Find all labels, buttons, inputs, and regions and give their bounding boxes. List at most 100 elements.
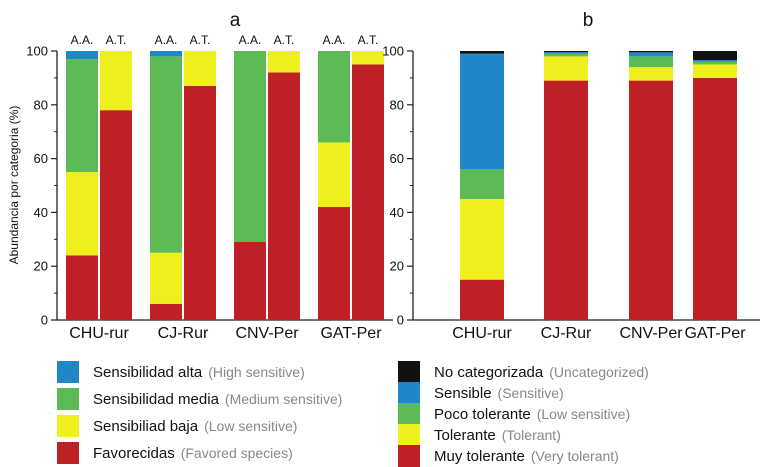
chart-b-bar-cnv-per-uncategorized xyxy=(629,51,673,53)
chart-a-category-label: CJ-Rur xyxy=(158,325,209,340)
chart-b-bar-cj-rur-favored xyxy=(544,80,588,320)
chart-a-subcategory-label: A.T. xyxy=(358,33,379,47)
chart-a-subcategory-label: A.T. xyxy=(190,33,211,47)
chart-a-category-label: CHU-rur xyxy=(69,325,129,340)
chart-b-category-label: CNV-Per xyxy=(619,325,683,340)
legend-b-label: No categorizada xyxy=(434,363,544,381)
chart-a-bar-gat-per-at-low xyxy=(352,51,384,65)
chart-a-subcategory-label: A.A. xyxy=(323,33,346,47)
legend-b-swatch xyxy=(398,424,420,446)
chart-b-bar-cnv-per-low xyxy=(629,67,673,81)
chart-b-bar-chu-rur-medium xyxy=(460,169,504,199)
legend-a-swatch xyxy=(57,415,79,437)
legend-b-label: Muy tolerante xyxy=(434,447,525,465)
chart-b-category-label: GAT-Per xyxy=(684,325,746,340)
chart-b-bar-cnv-per-high xyxy=(629,52,673,57)
chart-b-y-tick-label: 80 xyxy=(390,97,404,112)
legend-b-translation: (Low sensitive) xyxy=(536,406,631,422)
chart-a-subcategory-label: A.T. xyxy=(274,33,295,47)
legend-b-label: Sensible xyxy=(434,384,492,402)
chart-a-y-axis-label: Abundancia por categoria (%) xyxy=(7,106,21,265)
chart-a-bar-gat-per-aa-medium xyxy=(318,51,350,143)
chart-a-title: a xyxy=(230,10,241,31)
legend-b-item: Poco tolerante (Low sensitive) xyxy=(398,403,630,425)
legend-a-swatch xyxy=(57,361,79,383)
legend-a-item: Sensibiliad baja (Low sensitive) xyxy=(57,415,297,437)
legend-a-label: Favorecidas xyxy=(93,444,175,462)
legend-b-translation: (Uncategorized) xyxy=(549,364,649,380)
legend-b-swatch xyxy=(398,403,420,425)
legend-b-label: Tolerante xyxy=(434,426,496,444)
chart-a-y-tick-label: 0 xyxy=(41,313,48,328)
chart-b-bar-chu-rur-high xyxy=(460,53,504,170)
chart-a-subcategory-label: A.A. xyxy=(239,33,262,47)
chart-a-bar-cnv-per-aa-favored xyxy=(234,241,266,320)
chart-a-bar-chu-rur-at-favored xyxy=(100,110,132,321)
legend-b-item: No categorizada (Uncategorized) xyxy=(398,361,649,383)
chart-a-bar-cnv-per-at-favored xyxy=(268,72,300,321)
chart-b-y-tick-label: 0 xyxy=(397,313,404,328)
chart-a: 0 20 40 60 80 100 A.A. A.T. CHU-rur A.A. A.T. CJ-Ru… xyxy=(26,33,393,340)
chart-a-bar-gat-per-aa-favored xyxy=(318,207,350,320)
chart-a-bar-chu-rur-aa-low xyxy=(66,172,98,256)
chart-a-bar-cj-rur-at-favored xyxy=(184,85,216,320)
chart-a-bar-cj-rur-aa-favored xyxy=(150,303,182,320)
chart-b-bar-cnv-per-favored xyxy=(629,80,673,320)
legend-a-swatch xyxy=(57,442,79,464)
chart-a-bar-chu-rur-aa-favored xyxy=(66,255,98,320)
chart-a-subcategory-label: A.T. xyxy=(106,33,127,47)
chart-b-bar-gat-per-low xyxy=(693,64,737,78)
legend-a-label: Sensibilidad alta xyxy=(93,363,203,381)
chart-a-bar-gat-per-at-favored xyxy=(352,64,384,320)
chart-b-bar-chu-rur-uncategorized xyxy=(460,51,504,54)
legend-b-label: Poco tolerante xyxy=(434,405,531,423)
chart-a-bar-cnv-per-at-low xyxy=(268,51,300,73)
chart-a-y-tick-label: 100 xyxy=(26,44,48,59)
chart-b-y-tick-label: 40 xyxy=(390,205,404,220)
chart-a-bar-cnv-per-aa-medium xyxy=(234,51,266,242)
chart-b-category-label: CHU-rur xyxy=(452,325,512,340)
chart-a-bar-cj-rur-aa-medium xyxy=(150,56,182,253)
chart-a-bar-cj-rur-at-low xyxy=(184,51,216,86)
legend-b-translation: (Sensitive) xyxy=(497,385,564,401)
chart-b-bar-gat-per-uncategorized xyxy=(693,51,737,61)
legend-a-label: Sensibilidad media xyxy=(93,390,219,408)
figure: a b Abundancia por categoria (%) 0 20 40 60… xyxy=(7,10,760,340)
chart-a-bar-gat-per-aa-low xyxy=(318,142,350,208)
chart-b-bar-cj-rur-high xyxy=(544,52,588,54)
chart-a-category-label: CNV-Per xyxy=(235,325,299,340)
chart-b-category-label: CJ-Rur xyxy=(541,325,592,340)
chart-b-bar-cnv-per-medium xyxy=(629,56,673,68)
chart-a-subcategory-label: A.A. xyxy=(71,33,94,47)
chart-b-bar-gat-per-favored xyxy=(693,77,737,321)
chart-b-bar-cj-rur-low xyxy=(544,56,588,81)
chart-b-bar-gat-per-medium xyxy=(693,61,737,65)
legend-b-item: Muy tolerante (Very tolerant) xyxy=(398,445,619,467)
chart-b-y-tick-label: 20 xyxy=(390,259,404,274)
legend-a-translation: (Favored species) xyxy=(180,445,293,461)
legend-a-label: Sensibiliad baja xyxy=(93,417,199,435)
legend-a-translation: (Low sensitive) xyxy=(204,418,298,434)
chart-b: 0 20 40 60 80 100 CHU-rur CJ-Rur CNV-Per GAT-Per xyxy=(382,44,760,340)
legend-a-swatch xyxy=(57,388,79,410)
chart-a-category-label: GAT-Per xyxy=(320,325,382,340)
chart-b-bar-cj-rur-medium xyxy=(544,53,588,57)
legend-b-translation: (Very tolerant) xyxy=(530,448,619,464)
legend-b-swatch xyxy=(398,382,420,404)
legend-a-item: Sensibilidad media (Medium sensitive) xyxy=(57,388,342,410)
chart-a-bar-cj-rur-aa-high xyxy=(150,51,182,57)
legend-a-item: Favorecidas (Favored species) xyxy=(57,442,293,464)
chart-a-y-tick-label: 20 xyxy=(34,259,48,274)
chart-b-bar-chu-rur-favored xyxy=(460,279,504,320)
legend-a-translation: (High sensitive) xyxy=(208,364,305,380)
legend-b-item: Tolerante (Tolerant) xyxy=(398,424,561,446)
legend-b-item: Sensible (Sensitive) xyxy=(398,382,564,404)
chart-a-y-tick-label: 40 xyxy=(34,205,48,220)
chart-a-bar-chu-rur-aa-medium xyxy=(66,59,98,173)
chart-b-title: b xyxy=(583,10,594,31)
chart-a-bar-chu-rur-aa-high xyxy=(66,51,98,60)
legend-a-translation: (Medium sensitive) xyxy=(224,391,343,407)
chart-b-bar-chu-rur-low xyxy=(460,198,504,280)
chart-a-bar-chu-rur-at-low xyxy=(100,51,132,111)
chart-a-y-tick-label: 80 xyxy=(34,97,48,112)
